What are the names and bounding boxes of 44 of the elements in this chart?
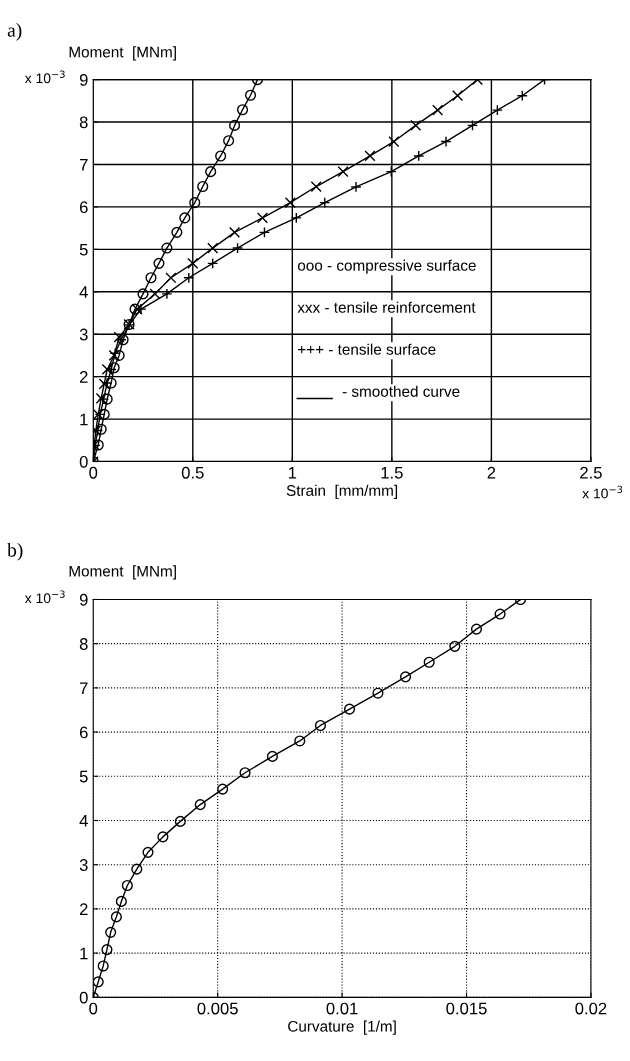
annotation: ooo - compressive surface — [297, 259, 476, 274]
chart-title: a) — [7, 23, 22, 41]
chart-title: b) — [7, 542, 23, 561]
y-tick-label: 9 — [79, 593, 88, 606]
x-tick-label: 1 — [288, 467, 297, 479]
x-tick-label: 0.02 — [575, 1002, 607, 1015]
text: x 10$^{−3}$ — [582, 485, 623, 499]
x-axis-title: Curvature [1/m] — [288, 1020, 396, 1035]
x-tick-label: 0 — [89, 1002, 98, 1015]
y-tick-label: 0 — [79, 455, 88, 468]
y-tick-label: 3 — [79, 859, 88, 871]
y-tick-label: 7 — [79, 159, 88, 171]
x-tick-label: 0.01 — [326, 1002, 358, 1015]
x-tick-label: 2 — [487, 466, 496, 479]
y-tick-label: 3 — [79, 328, 88, 341]
text: x 10$^{−3}$ — [24, 70, 65, 84]
x-tick-label: 0.005 — [197, 1002, 238, 1015]
x-axis-title: Strain [mm/mm] — [286, 484, 398, 499]
x-tick-label: 0.015 — [446, 1002, 487, 1015]
y-tick-label: 4 — [79, 286, 88, 298]
y-tick-label: 8 — [79, 638, 88, 650]
text: x 10$^{−3}$ — [24, 590, 65, 604]
y-tick-label: 5 — [79, 243, 88, 256]
y-tick-label: 1 — [80, 947, 88, 960]
x-tick-label: 1.5 — [381, 467, 403, 479]
y-tick-label: 1 — [80, 413, 88, 426]
y-tick-label: 9 — [79, 73, 88, 86]
y-tick-label: 7 — [79, 682, 88, 694]
x-tick-label: 0 — [89, 466, 98, 479]
annotation: +++ - tensile surface — [298, 343, 436, 355]
x-tick-label: 0.5 — [181, 466, 204, 479]
y-tick-label: 4 — [79, 815, 88, 827]
y-axis-title: Moment [MNm] — [69, 46, 176, 61]
y-axis-title: Moment [MNm] — [69, 565, 176, 580]
annotation: xxx - tensile reinforcement — [297, 301, 476, 313]
y-tick-label: 6 — [79, 201, 88, 214]
y-tick-label: 6 — [79, 726, 88, 739]
y-tick-label: 2 — [79, 903, 88, 915]
y-tick-label: 8 — [79, 116, 88, 129]
x-tick-label: 2.5 — [580, 466, 602, 479]
y-tick-label: 0 — [79, 991, 88, 1004]
annotation: - smoothed curve — [342, 385, 460, 397]
y-tick-label: 5 — [79, 770, 88, 783]
y-tick-label: 2 — [79, 371, 88, 383]
